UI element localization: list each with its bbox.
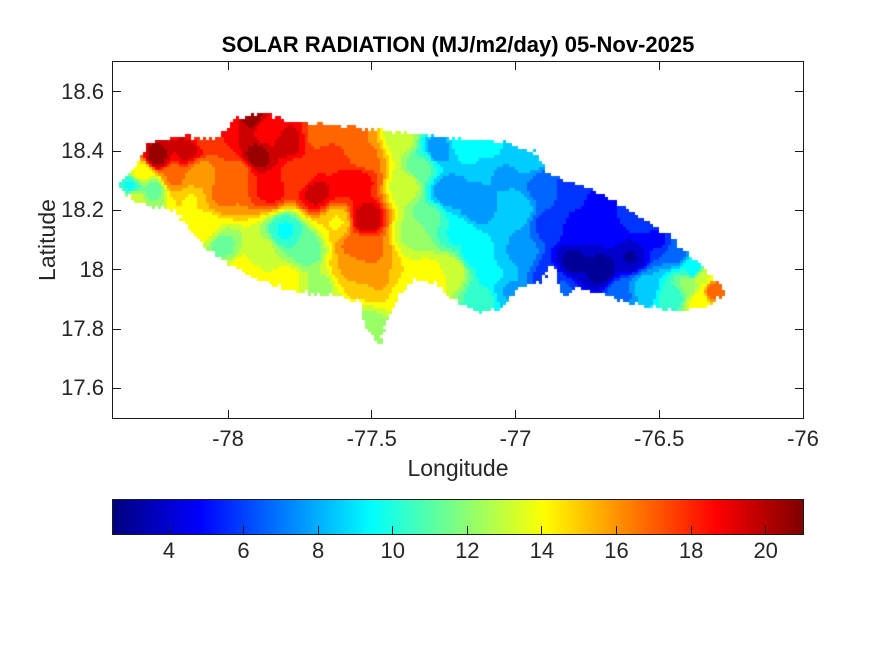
colorbar-tick-label: 12 [455,538,480,563]
tick-mark [795,91,803,93]
tick-mark [658,62,660,70]
tick-mark [113,91,121,93]
tick-mark [795,150,803,152]
colorbar-tick-label: 18 [678,538,704,563]
tick-mark [466,526,468,534]
plot-area [112,61,804,419]
colorbar-tick-label: 4 [162,538,176,563]
tick-mark [795,209,803,211]
x-tick-label: -78 [212,426,244,451]
colorbar [112,499,804,535]
x-tick-label: -77.5 [346,426,397,451]
colorbar-tick-label: 14 [529,538,555,563]
y-tick-label: 18 [79,256,104,282]
tick-mark [113,328,121,330]
tick-mark [371,410,373,418]
tick-mark [392,526,394,534]
x-tick-label: -76 [787,426,819,451]
tick-mark [168,526,170,534]
x-tick-label: -76.5 [634,426,685,451]
y-tick-label: 17.6 [61,375,104,401]
x-axis-label: Longitude [407,455,509,481]
tick-mark [317,526,319,534]
x-tick-label: -77 [499,426,532,451]
colorbar-tick-label: 8 [312,538,325,563]
tick-mark [515,410,516,418]
tick-mark [113,150,121,152]
tick-mark [227,62,229,70]
tick-mark [802,410,804,418]
tick-mark [227,410,229,418]
colorbar-tick-label: 10 [380,538,405,563]
tick-mark [371,62,373,70]
plot-title: SOLAR RADIATION (MJ/m2/day) 05-Nov-2025 [221,32,695,57]
tick-mark [690,526,692,534]
tick-mark [243,526,245,534]
y-tick-label: 18.6 [61,78,104,104]
colorbar-tick-label: 16 [604,538,629,563]
tick-mark [795,269,803,271]
contour-map-canvas [113,62,803,418]
tick-mark [795,328,803,330]
y-tick-label: 17.8 [61,316,104,341]
y-axis-label: Latitude [34,199,60,281]
colorbar-tick-label: 20 [753,538,778,563]
colorbar-tick-label: 6 [237,538,250,563]
tick-mark [113,209,121,211]
tick-mark [515,62,516,70]
y-tick-label: 18.2 [61,197,104,223]
y-tick-label: 18.4 [61,138,104,163]
tick-mark [113,269,121,271]
tick-mark [616,526,617,534]
tick-mark [541,526,543,534]
tick-mark [658,410,660,418]
tick-mark [113,387,121,389]
tick-mark [765,526,767,534]
tick-mark [795,387,803,389]
tick-mark [802,62,804,70]
colorbar-gradient [113,500,803,534]
